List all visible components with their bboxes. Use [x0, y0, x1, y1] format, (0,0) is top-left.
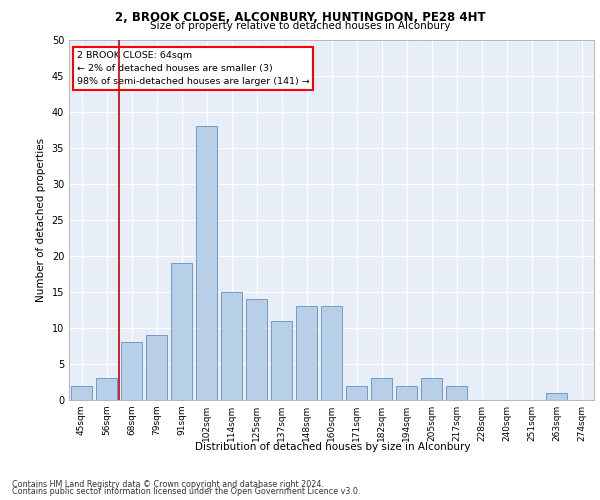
Bar	[221, 292, 242, 400]
Text: Contains public sector information licensed under the Open Government Licence v3: Contains public sector information licen…	[12, 487, 361, 496]
Bar	[171, 263, 192, 400]
Bar	[446, 386, 467, 400]
Bar	[121, 342, 142, 400]
Bar	[296, 306, 317, 400]
Bar	[246, 299, 267, 400]
Bar	[196, 126, 217, 400]
Text: 2, BROOK CLOSE, ALCONBURY, HUNTINGDON, PE28 4HT: 2, BROOK CLOSE, ALCONBURY, HUNTINGDON, P…	[115, 11, 485, 24]
Bar	[321, 306, 342, 400]
Bar	[546, 393, 567, 400]
Text: 2 BROOK CLOSE: 64sqm
← 2% of detached houses are smaller (3)
98% of semi-detache: 2 BROOK CLOSE: 64sqm ← 2% of detached ho…	[77, 51, 310, 86]
Bar	[96, 378, 117, 400]
Text: Distribution of detached houses by size in Alconbury: Distribution of detached houses by size …	[195, 442, 471, 452]
Bar	[71, 386, 92, 400]
Bar	[421, 378, 442, 400]
Text: Contains HM Land Registry data © Crown copyright and database right 2024.: Contains HM Land Registry data © Crown c…	[12, 480, 324, 489]
Text: Size of property relative to detached houses in Alconbury: Size of property relative to detached ho…	[150, 21, 450, 31]
Y-axis label: Number of detached properties: Number of detached properties	[36, 138, 46, 302]
Bar	[346, 386, 367, 400]
Bar	[396, 386, 417, 400]
Bar	[146, 335, 167, 400]
Bar	[371, 378, 392, 400]
Bar	[271, 321, 292, 400]
